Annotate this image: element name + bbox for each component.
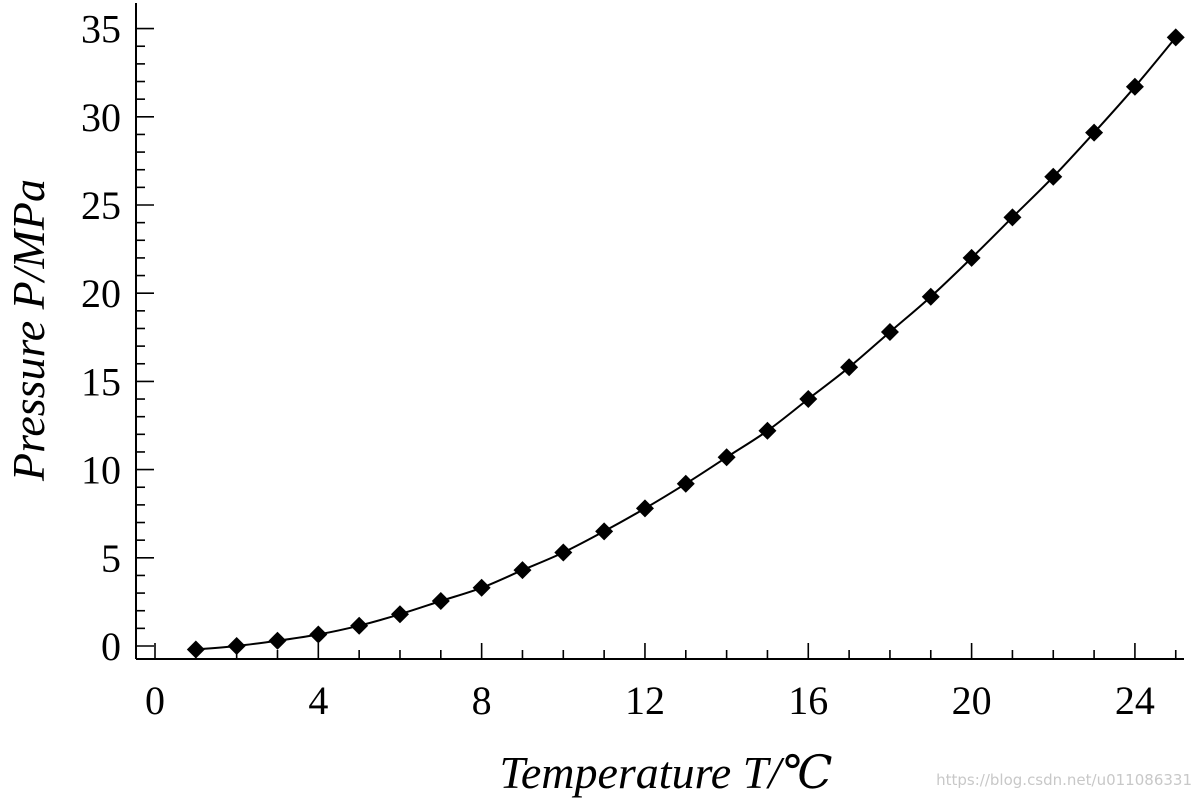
data-point-diamond [1085, 123, 1104, 142]
data-point-diamond [799, 390, 818, 409]
data-point-diamond [431, 592, 450, 611]
y-tick-label: 30 [81, 95, 121, 140]
data-point-diamond [1044, 167, 1063, 186]
data-point-diamond [186, 640, 205, 659]
data-point-diamond [717, 448, 736, 467]
data-point-diamond [472, 578, 491, 597]
x-tick-label: 4 [308, 678, 328, 723]
data-point-diamond [309, 625, 328, 644]
data-point-diamond [758, 421, 777, 440]
data-point-diamond [554, 543, 573, 562]
data-point-diamond [1125, 77, 1144, 96]
y-tick-label: 25 [81, 183, 121, 228]
data-point-diamond [962, 248, 981, 267]
data-points [186, 28, 1185, 659]
chart-axes [135, 3, 1184, 660]
y-tick-label: 20 [81, 271, 121, 316]
data-point-diamond [635, 499, 654, 518]
data-point-diamond [921, 287, 940, 306]
data-point-diamond [1003, 208, 1022, 227]
x-tick-label: 0 [145, 678, 165, 723]
chart-ticks [136, 27, 1177, 659]
data-point-diamond [676, 474, 695, 493]
chart-tick-labels: 0 4 8 12 16 20 24 0 5 10 15 20 25 30 35 [81, 7, 1155, 723]
y-tick-label: 10 [81, 448, 121, 493]
data-point-diamond [513, 561, 532, 580]
x-tick-label: 24 [1115, 678, 1155, 723]
y-tick-label: 15 [81, 359, 121, 404]
x-tick-label: 12 [625, 678, 665, 723]
data-point-diamond [227, 637, 246, 655]
x-tick-label: 16 [788, 678, 828, 723]
y-tick-label: 0 [101, 624, 121, 669]
data-point-diamond [390, 605, 409, 624]
data-point-diamond [880, 323, 899, 342]
data-point-diamond [350, 616, 369, 635]
watermark-text: https://blog.csdn.net/u011086331 [936, 771, 1192, 789]
x-tick-label: 8 [472, 678, 492, 723]
x-axis-title: Temperature T/℃ [499, 747, 832, 798]
data-point-diamond [268, 631, 287, 650]
y-tick-label: 5 [101, 536, 121, 581]
data-point-diamond [595, 522, 614, 541]
fit-curve [195, 36, 1177, 651]
y-axis-title: Pressure P/MPa [3, 179, 54, 482]
data-point-diamond [1166, 28, 1185, 47]
data-point-diamond [840, 358, 859, 377]
y-tick-label: 35 [81, 7, 121, 52]
x-tick-label: 20 [952, 678, 992, 723]
